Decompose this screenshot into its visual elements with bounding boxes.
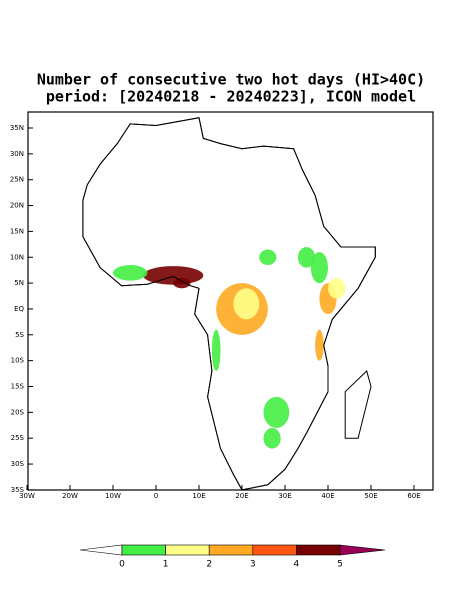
colorbar-label: 4 [294,560,300,570]
colorbar-label: 0 [119,560,125,570]
colorbar-segment [208,544,254,556]
lat-label: EQ [14,305,24,313]
hot-area [328,277,346,299]
map-frame [27,111,434,491]
lat-label: 20N [10,202,24,210]
hot-area [310,252,328,284]
map [82,117,376,491]
hot-area [143,266,204,285]
hot-area [315,329,324,361]
hot-area [113,265,148,281]
lat-label: 25S [11,434,25,442]
colorbar-label: 3 [250,560,256,570]
lat-label: 10S [11,357,25,365]
lon-label: 10E [192,492,205,500]
axes: 35N 30N 25N 20N 15N 10N 5N EQ 5S 10S 15S 20S 25S 30S 3… [10,124,421,500]
lon-label: 20E [235,492,248,500]
hot-area [233,288,260,320]
lon-label: 30E [278,492,291,500]
lat-label: 35N [10,124,24,132]
hot-area [259,249,277,266]
lat-label: 25N [10,176,24,184]
colorbar-low [79,544,123,556]
lon-label: 50E [364,492,377,500]
lon-label: 40E [321,492,334,500]
lat-label: 10N [10,253,24,261]
colorbar-segment [165,544,210,556]
colorbar-label: 2 [206,560,212,570]
lon-label: 10W [105,492,121,500]
africa-coast [82,117,376,491]
lat-label: 15S [11,383,25,391]
lat-label: 20S [11,408,25,416]
colorbar: 0 1 2 3 4 5 [79,544,386,570]
colorbar-segment [121,544,166,556]
lat-label: 5N [14,279,24,287]
lat-label: 35S [11,486,25,494]
colorbar-label: 1 [163,560,169,570]
hot-area [263,396,290,428]
lon-label: 20W [62,492,78,500]
hot-area [297,246,316,268]
lon-label: 0 [154,492,158,500]
lon-label: 30W [19,492,35,500]
lat-label: 5S [15,331,24,339]
madagascar [344,370,372,439]
colorbar-segment [296,544,341,556]
lat-label: 15N [10,227,24,235]
title-line: Number of consecutive two hot days (HI>4… [37,71,425,89]
lat-label: 30N [10,150,24,158]
hot-area [173,277,191,289]
lon-label: 60E [407,492,420,500]
colorbar-high [339,544,386,556]
hot-area [211,329,221,372]
lat-label: 30S [11,460,25,468]
hot-area [263,427,281,449]
title-line: period: [20240218 - 20240223], ICON mode… [46,88,416,106]
colorbar-segment [252,544,297,556]
colorbar-label: 5 [337,560,343,570]
